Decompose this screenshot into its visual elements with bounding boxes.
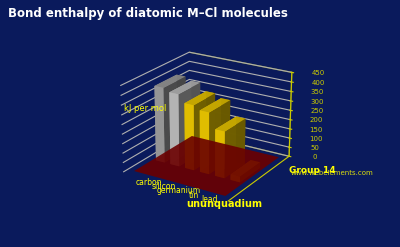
Text: Bond enthalpy of diatomic M–Cl molecules: Bond enthalpy of diatomic M–Cl molecules (8, 7, 288, 21)
